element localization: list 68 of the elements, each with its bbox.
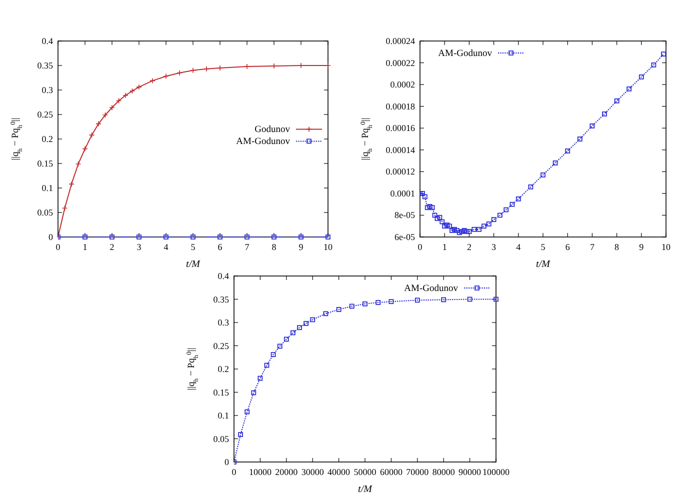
y-tick-label: 0.00014 bbox=[386, 144, 416, 155]
y-tick-label: 0.4 bbox=[218, 271, 230, 281]
x-tick-label: 2 bbox=[466, 242, 472, 252]
x-tick-label: 40000 bbox=[328, 467, 351, 477]
y-tick-label: 0.15 bbox=[213, 387, 230, 398]
legend-label: AM-Godunov bbox=[404, 284, 458, 294]
y-tick-label: 0.2 bbox=[42, 134, 53, 144]
y-tick-label: 0.15 bbox=[37, 158, 54, 168]
x-tick-label: 100000 bbox=[482, 467, 510, 477]
y-tick-label: 0 bbox=[224, 457, 230, 467]
x-tick-label: 2 bbox=[110, 242, 114, 252]
x-tick-label: 0 bbox=[56, 242, 61, 252]
y-tick-label: 0.3 bbox=[42, 85, 54, 95]
x-tick-label: 8 bbox=[272, 242, 277, 252]
x-tick-label: 9 bbox=[639, 242, 644, 252]
x-tick-label: 9 bbox=[298, 242, 304, 252]
y-tick-label: 0.00022 bbox=[386, 58, 415, 68]
x-tick-label: 20000 bbox=[275, 467, 298, 477]
y-tick-label: 0.35 bbox=[37, 60, 54, 70]
y-tick-label: 0.25 bbox=[37, 110, 54, 120]
x-tick-label: 5 bbox=[540, 242, 546, 252]
x-tick-label: 5 bbox=[190, 242, 196, 252]
y-tick-label: 0.2 bbox=[218, 364, 229, 374]
x-tick-label: 7 bbox=[590, 242, 595, 252]
x-axis-title: t/M bbox=[358, 484, 373, 495]
y-tick-label: 0.00012 bbox=[386, 166, 415, 177]
y-tick-label: 0.0002 bbox=[390, 80, 415, 90]
x-tick-label: 6 bbox=[218, 242, 223, 252]
x-tick-label: 0 bbox=[418, 242, 423, 252]
y-tick-label: 0.0001 bbox=[390, 188, 415, 198]
x-tick-label: 10000 bbox=[248, 467, 272, 477]
x-tick-label: 0 bbox=[232, 467, 237, 477]
y-tick-label: 0.4 bbox=[42, 36, 54, 46]
y-tick-label: 0.00016 bbox=[386, 123, 416, 134]
x-tick-label: 50000 bbox=[354, 467, 377, 477]
y-tick-label: 0.05 bbox=[37, 208, 54, 218]
x-tick-label: 1 bbox=[442, 242, 447, 252]
x-tick-label: 90000 bbox=[458, 467, 482, 477]
y-tick-label: 0.00024 bbox=[386, 36, 416, 46]
y-tick-label: 0.05 bbox=[213, 434, 230, 444]
x-tick-label: 3 bbox=[492, 242, 497, 252]
x-tick-label: 70000 bbox=[406, 467, 430, 477]
x-tick-label: 4 bbox=[164, 242, 169, 252]
y-tick-label: 0.3 bbox=[218, 318, 230, 328]
y-tick-label: 0.25 bbox=[213, 340, 230, 351]
y-tick-label: 0.1 bbox=[218, 410, 229, 420]
y-tick-label: 0.1 bbox=[42, 183, 53, 193]
legend-label: AM-Godunov bbox=[438, 49, 492, 59]
x-tick-label: 60000 bbox=[380, 467, 403, 477]
x-tick-label: 3 bbox=[136, 242, 142, 252]
y-tick-label: 6e-05 bbox=[394, 232, 416, 242]
legend-label: AM-Godunov bbox=[236, 137, 290, 148]
x-tick-label: 6 bbox=[565, 242, 570, 252]
legend-label: Godunov bbox=[254, 125, 290, 136]
x-tick-label: 4 bbox=[516, 242, 522, 252]
x-tick-label: 10 bbox=[324, 242, 333, 252]
x-axis-title: t/M bbox=[186, 259, 201, 270]
x-axis-title: t/M bbox=[536, 259, 551, 270]
y-tick-label: 0.00018 bbox=[386, 101, 416, 112]
x-tick-label: 8 bbox=[614, 242, 620, 252]
x-tick-label: 1 bbox=[82, 242, 88, 252]
y-tick-label: 0 bbox=[48, 232, 54, 242]
x-tick-label: 7 bbox=[244, 242, 250, 252]
y-tick-label: 0.35 bbox=[213, 294, 230, 304]
x-tick-label: 30000 bbox=[301, 467, 324, 477]
y-tick-label: 8e-05 bbox=[394, 210, 416, 220]
x-tick-label: 10 bbox=[662, 242, 671, 252]
x-tick-label: 80000 bbox=[432, 467, 456, 477]
